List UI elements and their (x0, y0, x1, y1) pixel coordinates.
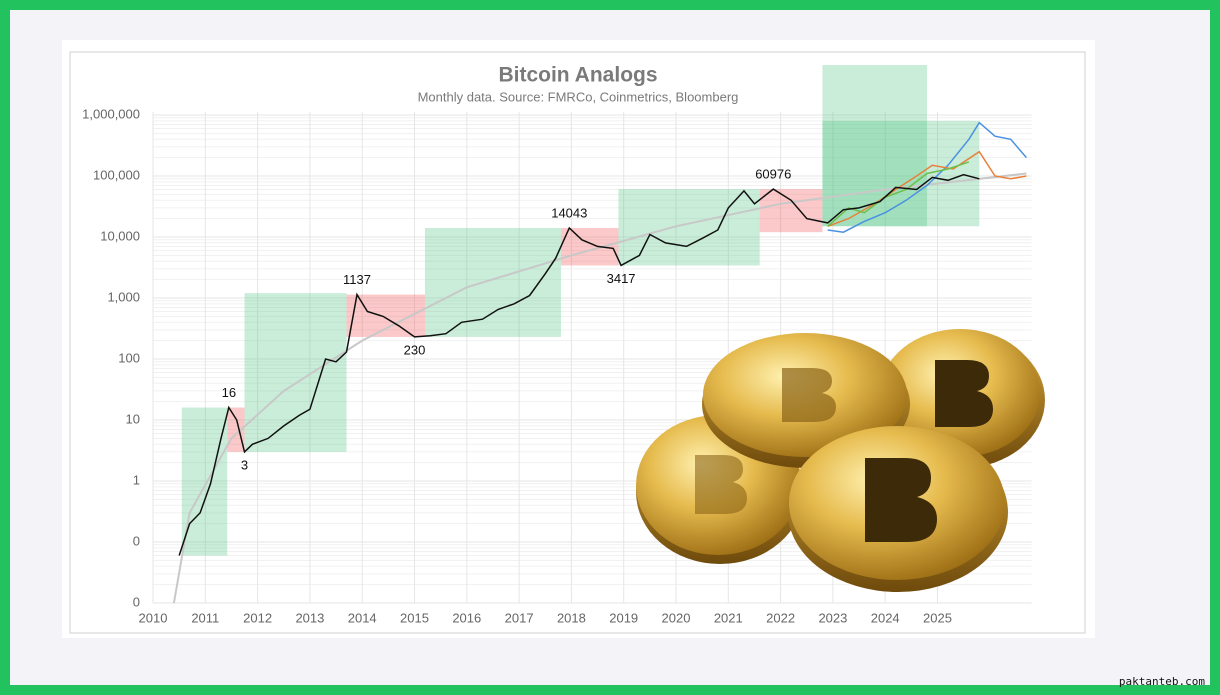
x-tick-label: 2023 (818, 610, 847, 625)
region (618, 189, 760, 266)
y-tick-label: 10 (126, 411, 140, 426)
x-tick-label: 2024 (871, 610, 900, 625)
x-tick-label: 2012 (243, 610, 272, 625)
x-tick-label: 2010 (139, 610, 168, 625)
x-tick-label: 2018 (557, 610, 586, 625)
x-tick-label: 2013 (295, 610, 324, 625)
label-layer: 16 3 1137 230 14043 3417 60976 (222, 167, 792, 473)
y-tick-label: 1 (133, 472, 140, 487)
data-label: 3 (241, 457, 248, 472)
y-tick-label: 100 (118, 350, 140, 365)
line-layer (172, 121, 1027, 604)
coin (788, 426, 1008, 592)
x-tick-label: 2020 (662, 610, 691, 625)
data-label: 230 (404, 342, 426, 357)
region (181, 407, 228, 556)
data-label: 14043 (551, 205, 587, 220)
data-label: 16 (222, 385, 236, 400)
watermark: paktanteb.com (1119, 675, 1205, 688)
x-tick-label: 2022 (766, 610, 795, 625)
region (346, 294, 425, 337)
region (227, 407, 245, 452)
region (759, 189, 823, 233)
series-line (172, 172, 1027, 604)
x-tick-label: 2021 (714, 610, 743, 625)
y-tick-label: 0 (133, 533, 140, 548)
series-line (827, 121, 1027, 233)
chart-title: Bitcoin Analogs (498, 64, 657, 87)
x-tick-label: 2025 (923, 610, 952, 625)
y-tick-label: 1,000,000 (82, 106, 140, 121)
coins-photo (636, 329, 1045, 592)
region (244, 293, 347, 452)
x-tick-label: 2016 (452, 610, 481, 625)
x-tick-label: 2019 (609, 610, 638, 625)
x-tick-label: 2017 (505, 610, 534, 625)
region (822, 65, 928, 227)
x-tick-label: 2015 (400, 610, 429, 625)
y-tick-label: 100,000 (93, 167, 140, 182)
x-tick-label: 2011 (191, 610, 219, 625)
series-line (827, 150, 1027, 228)
data-label: 60976 (755, 167, 791, 182)
y-tick-label: 0 (133, 594, 140, 609)
series-line (178, 173, 980, 556)
region (424, 228, 561, 337)
y-tick-label: 1,000 (107, 289, 140, 304)
data-label: 1137 (343, 272, 371, 287)
data-label: 3417 (607, 271, 636, 286)
plot-frame (69, 51, 1086, 634)
x-tick-label: 2014 (348, 610, 377, 625)
y-tick-label: 10,000 (100, 228, 140, 243)
region (560, 228, 619, 266)
chart-subtitle: Monthly data. Source: FMRCo, Coinmetrics… (418, 89, 739, 104)
